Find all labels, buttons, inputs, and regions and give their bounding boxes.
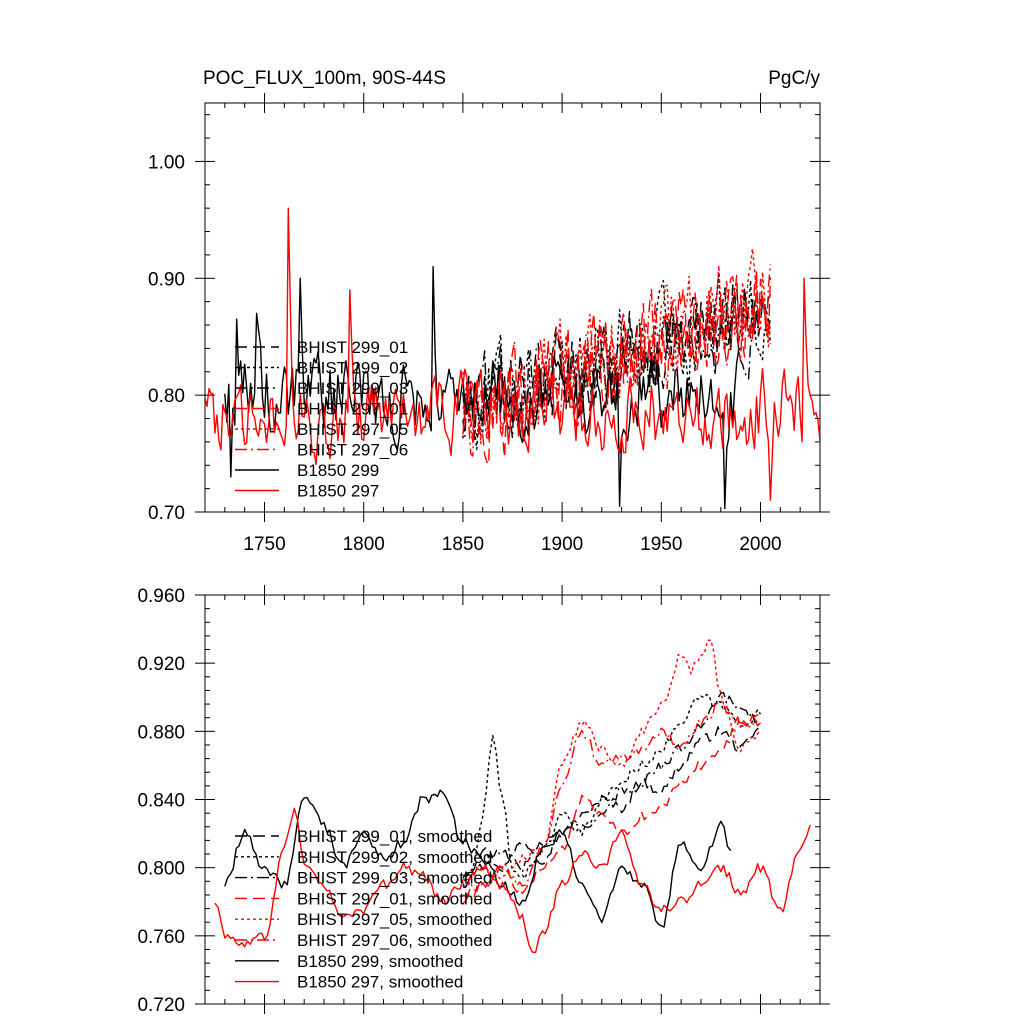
- y-tick-label: 1.00: [148, 152, 185, 173]
- legend-label: BHIST 299_03, smoothed: [297, 869, 492, 888]
- legend-label: BHIST 299_01, smoothed: [297, 827, 492, 846]
- legend-label: BHIST 299_01: [297, 338, 408, 357]
- series-line-7: [224, 265, 742, 510]
- x-tick-label: 1800: [343, 534, 385, 555]
- bottom-panel: 0.720 0.760 0.800 0.840 0.880 0.920 0.960 BHIST…: [137, 585, 830, 1016]
- series-line-7: [224, 789, 732, 928]
- legend-label: B1850 297, smoothed: [297, 973, 463, 992]
- series-line-1: [462, 726, 761, 888]
- x-tick-label: 1750: [243, 534, 285, 555]
- legend-label: B1850 297: [297, 482, 379, 501]
- y-tick-label: 0.720: [137, 995, 185, 1016]
- series-line-8: [214, 807, 811, 954]
- series-group: [214, 639, 811, 954]
- legend-label: BHIST 297_01, smoothed: [297, 889, 492, 908]
- y-tick-label: 0.800: [137, 859, 185, 880]
- top-plot-area: 1750 1800 1850 1900 1950 2000 0.70 0.80 0.90 1.00…: [148, 93, 830, 555]
- series-group: [205, 207, 820, 510]
- y-tick-label: 0.70: [148, 503, 185, 524]
- series-line-2: [462, 693, 762, 888]
- legend-label: BHIST 297_05: [297, 420, 408, 439]
- top-panel-title: POC_FLUX_100m, 90S-44S: [203, 68, 446, 89]
- y-tick-label: 0.90: [148, 269, 185, 290]
- x-tick-label: 1900: [541, 534, 583, 555]
- legend-label: BHIST 299_02: [297, 359, 408, 378]
- series-line-5: [462, 639, 761, 888]
- x-tick-label: 1950: [640, 534, 682, 555]
- series-line-5: [462, 248, 772, 445]
- legend: BHIST 299_01, smoothed BHIST 299_02, smoo…: [235, 827, 492, 992]
- legend-label: BHIST 299_02, smoothed: [297, 848, 492, 867]
- y-tick-label: 0.960: [137, 586, 185, 607]
- series-line-8: [205, 207, 820, 501]
- y-tick-label: 0.80: [148, 386, 185, 407]
- y-tick-label: 0.840: [137, 791, 185, 812]
- series-line-4: [462, 274, 772, 466]
- legend-label: B1850 299, smoothed: [297, 952, 463, 971]
- y-tick-label: 0.920: [137, 654, 185, 675]
- legend-label: B1850 299: [297, 461, 379, 480]
- legend-label: BHIST 297_06: [297, 441, 408, 460]
- legend-label: BHIST 297_05, smoothed: [297, 910, 492, 929]
- legend-label: BHIST 297_06, smoothed: [297, 931, 492, 950]
- series-line-4: [462, 713, 761, 905]
- x-tick-label: 2000: [739, 534, 781, 555]
- bottom-plot-area: 0.720 0.760 0.800 0.840 0.880 0.920 0.960 BHIST…: [137, 585, 830, 1016]
- y-tick-label: 0.760: [137, 927, 185, 948]
- legend-label: BHIST 297_01: [297, 400, 408, 419]
- top-panel-units: PgC/y: [768, 68, 820, 89]
- series-line-3: [462, 692, 761, 879]
- series-line-6: [462, 700, 761, 898]
- plot-frame: [204, 102, 821, 513]
- y-tick-label: 0.880: [137, 722, 185, 743]
- x-tick-label: 1850: [442, 534, 484, 555]
- legend-label: BHIST 299_03: [297, 379, 408, 398]
- top-panel: POC_FLUX_100m, 90S-44S PgC/y 1750 1800 185…: [148, 68, 830, 555]
- series-line-6: [462, 263, 772, 457]
